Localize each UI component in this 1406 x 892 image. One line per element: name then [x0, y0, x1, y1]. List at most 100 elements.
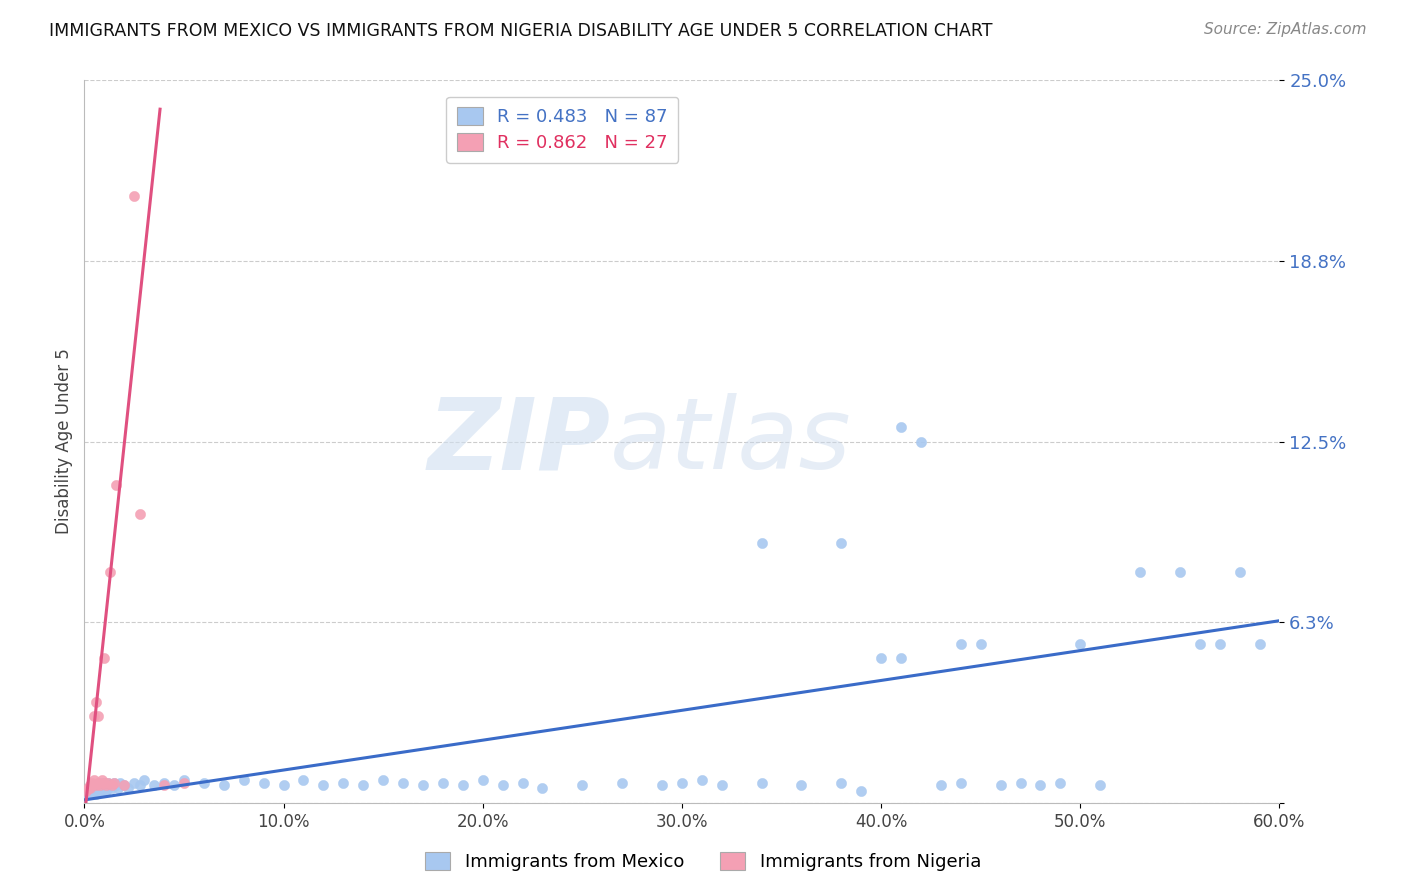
Point [571, 779, 593, 793]
Y-axis label: Disability Age Under 5: Disability Age Under 5 [55, 349, 73, 534]
Point [122, 775, 145, 789]
Legend: R = 0.483   N = 87, R = 0.862   N = 27: R = 0.483 N = 87, R = 0.862 N = 27 [447, 96, 678, 163]
Point [671, 775, 693, 789]
Point [93, 775, 115, 789]
Point [117, 781, 139, 796]
Point [91, 772, 114, 787]
Point [101, 779, 124, 793]
Point [96, 779, 118, 793]
Point [79, 781, 101, 796]
Point [79, 779, 101, 793]
Point [82, 781, 104, 796]
Point [98, 779, 121, 793]
Point [86, 695, 108, 709]
Point [970, 637, 993, 651]
Point [82, 775, 104, 789]
Point [82, 784, 104, 798]
Point [89, 779, 111, 793]
Point [87, 781, 110, 796]
Point [212, 779, 235, 793]
Point [143, 779, 166, 793]
Point [87, 775, 110, 789]
Point [77, 784, 100, 798]
Point [292, 772, 315, 787]
Point [97, 775, 120, 789]
Point [352, 779, 374, 793]
Point [153, 779, 176, 793]
Point [96, 784, 118, 798]
Point [949, 775, 972, 789]
Point [153, 775, 176, 789]
Point [492, 779, 515, 793]
Legend: Immigrants from Mexico, Immigrants from Nigeria: Immigrants from Mexico, Immigrants from … [418, 846, 988, 879]
Point [273, 779, 295, 793]
Point [163, 779, 186, 793]
Point [87, 709, 110, 723]
Point [129, 779, 152, 793]
Point [373, 772, 395, 787]
Point [77, 781, 100, 796]
Point [86, 781, 108, 796]
Point [232, 772, 254, 787]
Point [112, 779, 135, 793]
Point [612, 775, 634, 789]
Text: ZIP: ZIP [427, 393, 610, 490]
Point [512, 775, 534, 789]
Point [890, 651, 912, 665]
Point [83, 784, 105, 798]
Point [432, 775, 454, 789]
Text: IMMIGRANTS FROM MEXICO VS IMMIGRANTS FROM NIGERIA DISABILITY AGE UNDER 5 CORRELA: IMMIGRANTS FROM MEXICO VS IMMIGRANTS FRO… [49, 22, 993, 40]
Point [87, 784, 110, 798]
Point [651, 779, 673, 793]
Point [107, 781, 129, 796]
Point [110, 775, 132, 789]
Point [392, 775, 415, 789]
Point [1229, 565, 1251, 579]
Point [332, 775, 354, 789]
Point [690, 772, 713, 787]
Point [89, 781, 111, 796]
Point [97, 775, 120, 789]
Point [93, 781, 115, 796]
Point [710, 779, 733, 793]
Point [471, 772, 494, 787]
Point [97, 781, 120, 796]
Point [105, 779, 128, 793]
Point [790, 779, 813, 793]
Text: Source: ZipAtlas.com: Source: ZipAtlas.com [1204, 22, 1367, 37]
Point [830, 775, 852, 789]
Point [1069, 637, 1091, 651]
Point [132, 772, 156, 787]
Point [82, 779, 104, 793]
Point [75, 787, 97, 801]
Point [91, 779, 114, 793]
Point [75, 784, 97, 798]
Point [103, 775, 125, 789]
Point [193, 775, 215, 789]
Point [949, 637, 972, 651]
Point [1168, 565, 1191, 579]
Point [105, 478, 128, 492]
Point [98, 565, 121, 579]
Point [93, 775, 115, 789]
Point [531, 781, 554, 796]
Point [87, 779, 110, 793]
Point [910, 434, 932, 449]
Point [751, 535, 773, 549]
Point [890, 420, 912, 434]
Point [1188, 637, 1211, 651]
Point [83, 709, 105, 723]
Point [89, 775, 111, 789]
Point [1049, 775, 1071, 789]
Point [91, 784, 114, 798]
Point [83, 779, 105, 793]
Point [1029, 779, 1052, 793]
Point [103, 775, 125, 789]
Point [122, 189, 145, 203]
Point [112, 779, 135, 793]
Text: atlas: atlas [610, 393, 852, 490]
Point [1129, 565, 1152, 579]
Point [79, 787, 101, 801]
Point [870, 651, 893, 665]
Point [830, 535, 852, 549]
